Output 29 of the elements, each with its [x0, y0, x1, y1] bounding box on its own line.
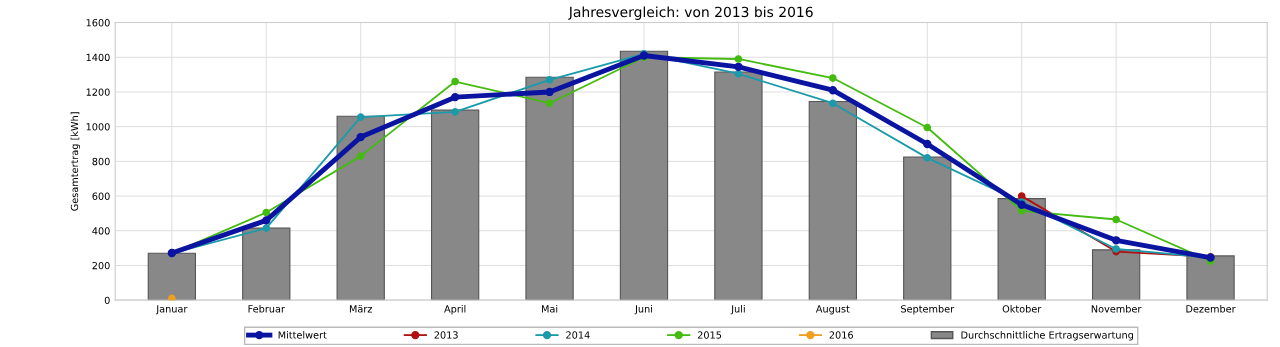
x-tick-label: August — [815, 305, 850, 315]
chart-title: Jahresvergleich: von 2013 bis 2016 — [568, 6, 813, 20]
y-tick-label: 1000 — [86, 123, 110, 131]
y-tick-label: 600 — [92, 192, 110, 200]
legend-label: 2015 — [697, 331, 722, 339]
legend-label: 2016 — [829, 331, 853, 339]
legend-label: 2014 — [566, 331, 590, 339]
x-tick-label: März — [349, 305, 373, 313]
legend-label: 2013 — [434, 331, 458, 339]
y-tick-label: 1600 — [86, 19, 110, 27]
y-axis-title: Gesamtertrag [kWh] — [70, 112, 81, 211]
y-tick-label: 400 — [92, 227, 110, 235]
x-tick-label: Januar — [155, 305, 188, 315]
legend-label: Mittelwert — [278, 331, 327, 339]
x-tick-label: November — [1091, 305, 1142, 313]
x-tick-label: Februar — [248, 305, 285, 313]
x-tick-label: Dezember — [1186, 305, 1236, 313]
y-tick-label: 0 — [104, 296, 110, 304]
legend-label: Durchschnittliche Ertragserwartung — [961, 331, 1133, 341]
x-tick-label: April — [444, 305, 466, 315]
y-tick-label: 200 — [92, 261, 110, 270]
x-tick-label: Mai — [541, 305, 558, 313]
x-tick-label: Juni — [634, 305, 653, 315]
x-tick-label: Oktober — [1002, 305, 1042, 313]
x-tick-label: Juli — [730, 305, 745, 315]
y-tick-label: 1200 — [86, 88, 110, 96]
x-tick-label: September — [901, 305, 955, 315]
y-tick-label: 1400 — [86, 53, 110, 62]
y-tick-label: 800 — [92, 157, 110, 166]
